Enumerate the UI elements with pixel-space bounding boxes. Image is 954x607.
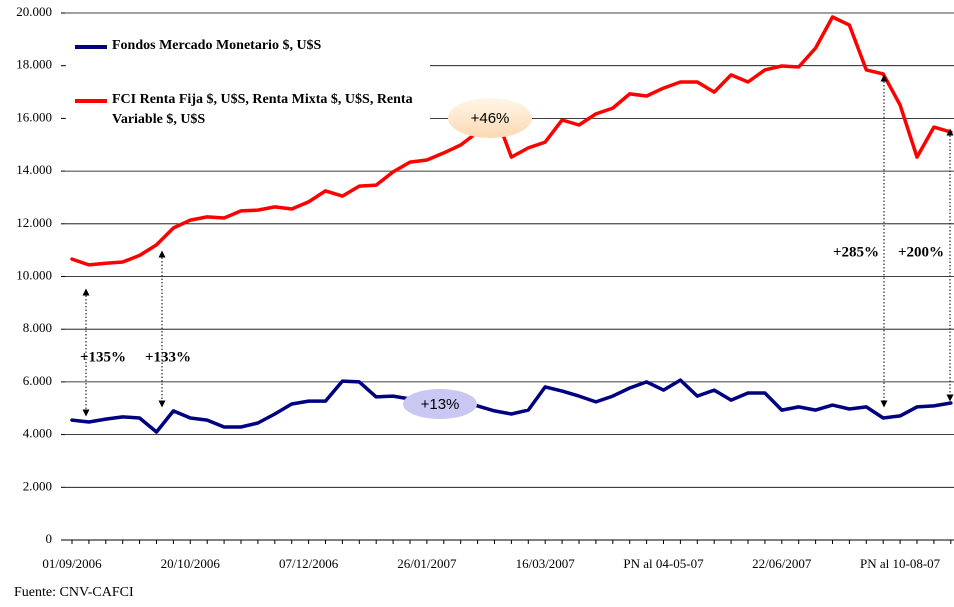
annotation: +135% [80, 349, 126, 365]
legend-swatch [75, 99, 107, 103]
y-tick-label: 12.000 [16, 215, 52, 230]
annotation: +133% [145, 349, 191, 365]
legend-box [66, 28, 430, 156]
x-tick-label: 07/12/2006 [279, 556, 339, 571]
x-tick-label: 26/01/2007 [397, 556, 457, 571]
series-line [70, 15, 953, 267]
annotation: +13% [421, 396, 460, 413]
x-tick-label: PN al 10-08-07 [860, 556, 941, 571]
highlight-ellipse [403, 389, 477, 419]
x-tick-label: PN al 04-05-07 [623, 556, 704, 571]
y-tick-label: 20.000 [16, 4, 52, 19]
x-tick-label: 01/09/2006 [42, 556, 102, 571]
y-tick-label: 18.000 [16, 57, 52, 72]
lines [70, 15, 953, 434]
legend-swatch [75, 45, 107, 49]
legend: Fondos Mercado Monetario $, U$S FCI Renta… [75, 36, 425, 164]
x-tick-label: 20/10/2006 [161, 556, 221, 571]
annotations: +135% +133% +285% +200% +46% +13% [80, 110, 944, 413]
y-tick-label: 8.000 [23, 320, 52, 335]
highlight-ellipse [448, 98, 532, 138]
annotation: +285% [833, 244, 879, 260]
legend-item: Fondos Mercado Monetario $, U$S [75, 36, 425, 56]
arrows [82, 74, 954, 417]
y-tick-label: 6.000 [23, 373, 52, 388]
legend-item: FCI Renta Fija $, U$S, Renta Mixta $, U$… [75, 90, 425, 130]
y-tick-label: 16.000 [16, 109, 52, 124]
y-tick-label: 10.000 [16, 267, 52, 282]
x-tick-label: 16/03/2007 [516, 556, 576, 571]
grid: 0 2.000 4.000 6.000 8.000 10.000 12.000 14.000 1… [16, 4, 954, 571]
series-line [70, 378, 953, 434]
y-tick-label: 4.000 [23, 426, 52, 441]
annotation: +200% [898, 244, 944, 260]
source: Fuente: CNV-CAFCI [14, 585, 134, 600]
y-tick-label: 14.000 [16, 162, 52, 177]
x-tick-label: 22/06/2007 [752, 556, 812, 571]
y-tick-label: 0 [46, 531, 53, 546]
legend-label: FCI Renta Fija $, U$S, Renta Mixta $, U$… [112, 92, 413, 127]
legend-label: Fondos Mercado Monetario $, U$S [112, 38, 322, 53]
annotation: +46% [471, 110, 510, 127]
y-tick-label: 2.000 [23, 478, 52, 493]
